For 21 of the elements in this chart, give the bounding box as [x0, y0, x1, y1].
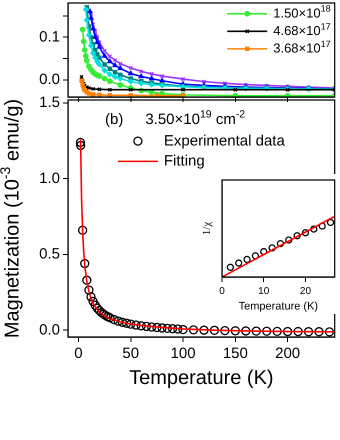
x-tick-label: 20 — [300, 286, 312, 297]
x-tick-label: 0 — [74, 345, 83, 362]
legend-label: Fitting — [164, 152, 205, 170]
y-axis-title: 1/χ — [201, 222, 214, 236]
x-axis-title: Temperature (K) — [129, 367, 274, 390]
y-tick-label: 0.5 — [39, 246, 60, 263]
x-tick-label: 0 — [219, 286, 226, 297]
x-tick-label: 50 — [122, 345, 140, 362]
y-tick-label: 0.0 — [39, 321, 60, 338]
y-tick-label: 1.0 — [39, 170, 60, 187]
x-tick-label: 150 — [222, 345, 248, 362]
x-tick-label: 200 — [275, 345, 300, 362]
y-tick-label: 0.0 — [39, 71, 60, 88]
legend-label: Experimental data — [164, 132, 286, 150]
y-axis-title: Magnetization (10-3 emu/g) — [0, 98, 24, 338]
y-tick-label: 1.5 — [39, 94, 60, 112]
x-axis-title: Temperature (K) — [238, 300, 318, 313]
annotation: (b) — [105, 111, 124, 128]
y-tick-label: 0.1 — [39, 28, 60, 46]
x-tick-label: 10 — [258, 286, 270, 297]
x-tick-label: 100 — [170, 345, 196, 362]
